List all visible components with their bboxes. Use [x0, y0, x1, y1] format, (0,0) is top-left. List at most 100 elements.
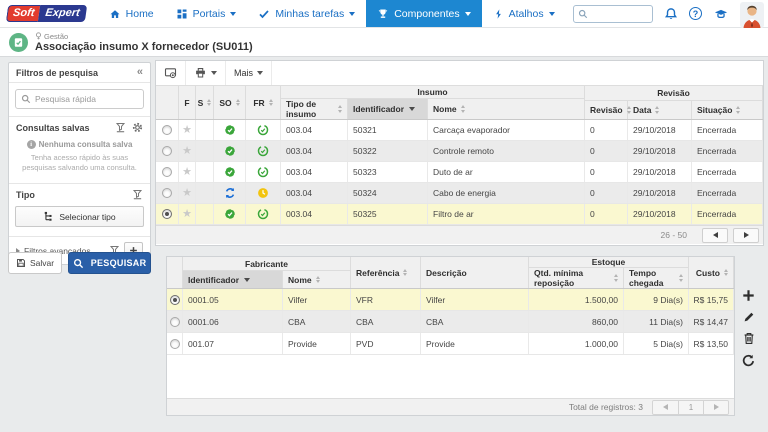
radio-column-header: [156, 86, 179, 119]
logo-soft: Soft: [5, 5, 41, 22]
column-tempo-chegada[interactable]: Tempo chegada: [624, 268, 689, 288]
row-radio-selected[interactable]: [162, 209, 172, 219]
table-row[interactable]: 001.07 Provide PVD Provide 1.000,00 5 Di…: [167, 333, 734, 355]
search-icon: [578, 9, 588, 19]
nav-item-atalhos[interactable]: Atalhos: [482, 0, 566, 27]
row-radio[interactable]: [162, 146, 172, 156]
print-button[interactable]: [186, 61, 226, 85]
favorite-star-icon[interactable]: ★: [182, 144, 192, 157]
nav-item-componentes[interactable]: Componentes: [366, 0, 482, 27]
saved-queries-empty-state: i Nenhuma consulta salva Tenha acesso rá…: [22, 140, 137, 173]
clear-filter-icon[interactable]: [115, 122, 126, 133]
insumo-pagination: 26 - 50: [156, 225, 763, 244]
gear-icon[interactable]: [132, 122, 143, 133]
favorite-star-icon[interactable]: ★: [182, 207, 192, 220]
status-badge: Encerrada: [692, 141, 763, 161]
view-icon: [164, 68, 177, 79]
search-button[interactable]: PESQUISAR: [68, 252, 151, 274]
radio-column-header: [167, 257, 183, 288]
save-query-button[interactable]: Salvar: [8, 252, 63, 274]
column-nome[interactable]: Nome: [283, 271, 351, 288]
row-radio-selected[interactable]: [169, 294, 180, 305]
row-radio[interactable]: [169, 338, 180, 349]
global-search-box[interactable]: [573, 4, 653, 23]
page-header: Gestão Associação insumo X fornecedor (S…: [0, 28, 768, 57]
graduation-cap-icon[interactable]: [713, 7, 729, 21]
approved-circle-icon: [257, 208, 269, 220]
logo-expert: Expert: [38, 5, 87, 22]
group-insumo: Insumo Tipo de insumo Identificador Nome: [281, 86, 585, 119]
prev-page-button[interactable]: [653, 400, 678, 414]
top-navbar: Soft Expert Home Portais Minhas tarefas …: [0, 0, 768, 28]
breadcrumb: Gestão: [35, 32, 253, 41]
notifications-bell-icon[interactable]: [664, 7, 678, 21]
favorite-star-icon[interactable]: ★: [182, 165, 192, 178]
column-so[interactable]: SO: [214, 86, 246, 119]
table-row-selected[interactable]: ★ 003.04 50325 Filtro de ar 0 29/10/2018…: [156, 204, 763, 225]
column-revisao[interactable]: Revisão: [585, 101, 631, 119]
status-badge: Encerrada: [692, 183, 763, 203]
approved-seal-icon: [224, 145, 236, 157]
favorite-star-icon[interactable]: ★: [182, 186, 192, 199]
view-data-button[interactable]: [156, 61, 186, 85]
table-row[interactable]: ★ 003.04 50321 Carcaça evaporador 0 29/1…: [156, 120, 763, 141]
tree-icon: [43, 211, 54, 222]
row-radio[interactable]: [169, 316, 180, 327]
prev-page-button[interactable]: [702, 227, 728, 243]
clear-filter-icon[interactable]: [132, 189, 143, 200]
table-row[interactable]: ★ 003.04 50322 Controle remoto 0 29/10/2…: [156, 141, 763, 162]
table-row[interactable]: 0001.06 CBA CBA CBA 860,00 11 Dia(s) R$ …: [167, 311, 734, 333]
quick-search-box[interactable]: [15, 89, 144, 109]
approved-circle-icon: [257, 124, 269, 136]
column-qtd-minima[interactable]: Qtd. mínima reposição: [529, 268, 624, 288]
page-title: Associação insumo X fornecedor (SU011): [35, 40, 253, 53]
column-f[interactable]: F: [179, 86, 196, 119]
grid-icon: [176, 8, 188, 20]
next-page-button[interactable]: [703, 400, 728, 414]
pencil-icon: [744, 312, 753, 322]
column-situacao[interactable]: Situação: [692, 101, 763, 119]
delete-button[interactable]: [743, 332, 755, 345]
collapse-sidebar-icon[interactable]: «: [136, 66, 143, 78]
column-data[interactable]: Data: [628, 101, 692, 119]
quick-search-input[interactable]: [35, 94, 130, 104]
nav-item-minhas-tarefas[interactable]: Minhas tarefas: [247, 0, 366, 27]
edit-button[interactable]: [743, 311, 755, 323]
type-section: Tipo: [9, 183, 150, 204]
column-s[interactable]: S: [196, 86, 214, 119]
nav-item-portais[interactable]: Portais: [165, 0, 248, 27]
row-radio[interactable]: [162, 167, 172, 177]
refresh-button[interactable]: [742, 354, 755, 367]
select-type-button[interactable]: Selecionar tipo: [15, 206, 144, 228]
column-nome[interactable]: Nome: [428, 99, 585, 119]
table-row[interactable]: ★ 003.04 50324 Cabo de energia 0 29/10/2…: [156, 183, 763, 204]
column-referencia[interactable]: Referência: [351, 257, 421, 288]
user-avatar[interactable]: [740, 1, 764, 28]
chevron-down-icon[interactable]: [211, 71, 217, 75]
favorite-star-icon[interactable]: ★: [182, 123, 192, 136]
help-icon[interactable]: ?: [689, 7, 702, 20]
global-search-input[interactable]: [591, 8, 649, 19]
add-button[interactable]: [742, 289, 755, 302]
column-custo[interactable]: Custo: [689, 257, 734, 288]
more-button[interactable]: Mais: [226, 61, 273, 85]
table-row[interactable]: ★ 003.04 50323 Duto de ar 0 29/10/2018 E…: [156, 162, 763, 183]
plus-icon: [743, 290, 754, 301]
filters-header: Filtros de pesquisa «: [9, 63, 150, 83]
insumo-results-panel: Mais F S SO FR Insumo Tipo de insumo Ide…: [155, 60, 764, 246]
status-badge: Encerrada: [692, 204, 763, 224]
floppy-icon: [16, 258, 26, 268]
column-fr[interactable]: FR: [246, 86, 281, 119]
nav-item-home[interactable]: Home: [98, 0, 165, 27]
next-page-button[interactable]: [733, 227, 759, 243]
column-identificador[interactable]: Identificador: [183, 271, 283, 288]
column-descricao[interactable]: Descrição: [421, 257, 529, 288]
row-radio[interactable]: [162, 125, 172, 135]
column-tipo-de-insumo[interactable]: Tipo de insumo: [281, 99, 348, 119]
expand-icon: [16, 247, 20, 254]
row-radio[interactable]: [162, 188, 172, 198]
table-row-selected[interactable]: 0001.05 Vilfer VFR Vilfer 1.500,00 9 Dia…: [167, 289, 734, 311]
column-identificador[interactable]: Identificador: [348, 99, 428, 119]
approved-circle-icon: [257, 166, 269, 178]
softexpert-logo: Soft Expert: [5, 0, 87, 27]
